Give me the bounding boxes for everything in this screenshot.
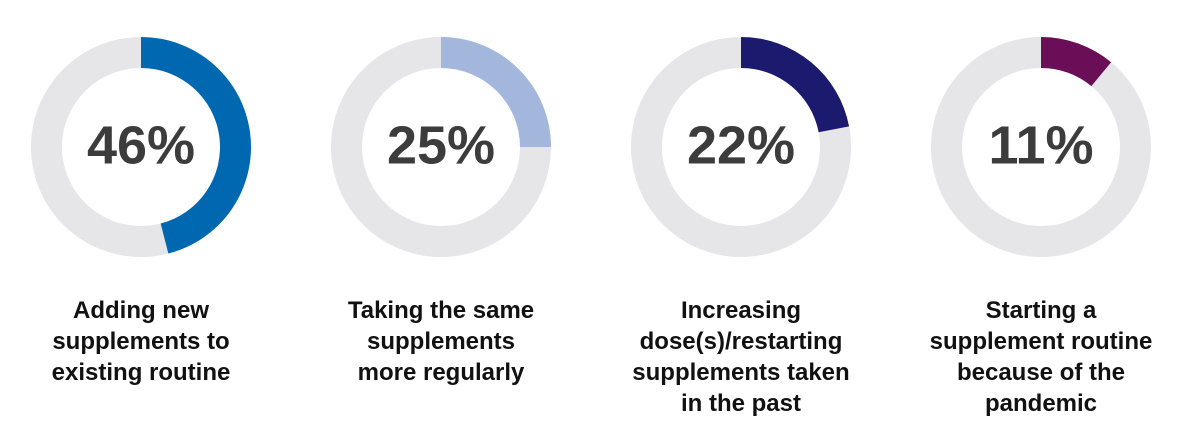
donut-value-label-1: 46%: [87, 115, 195, 175]
donut-value-label-4: 11%: [988, 115, 1093, 175]
donut-caption-line: supplements taken: [632, 359, 850, 386]
donut-arc-2: [441, 37, 551, 147]
donut-caption-line: dose(s)/restarting: [639, 328, 843, 355]
donut-caption-line: supplements to: [52, 328, 230, 355]
donut-value-label-2: 25%: [387, 115, 495, 175]
donut-arc-3: [741, 37, 850, 133]
donut-caption-line: Starting a: [985, 297, 1097, 324]
donut-caption-line: existing routine: [51, 359, 231, 386]
donut-caption-4: Starting a supplement routine because of t…: [906, 295, 1176, 419]
donut-caption-line: more regularly: [357, 359, 525, 386]
donut-caption-1: Adding new supplements to existing routine: [6, 295, 276, 388]
donut-caption-line: Taking the same: [347, 297, 535, 324]
donut-caption-line: pandemic: [984, 390, 1098, 417]
donut-caption-line: supplement routine: [929, 328, 1153, 355]
donut-caption-line: Increasing: [680, 297, 802, 324]
donut-value-label-3: 22%: [687, 115, 795, 175]
donut-caption-line: supplements: [366, 328, 516, 355]
donut-arc-1: [141, 37, 251, 254]
donut-caption-2: Taking the same supplements more regularly: [306, 295, 576, 388]
donut-arc-4: [1041, 37, 1112, 87]
donut-caption-line: Adding new: [73, 297, 209, 324]
donut-caption-line: in the past: [680, 390, 801, 417]
donut-caption-3: Increasing dose(s)/restarting supplements …: [606, 295, 876, 419]
donut-caption-line: because of the: [956, 359, 1126, 386]
